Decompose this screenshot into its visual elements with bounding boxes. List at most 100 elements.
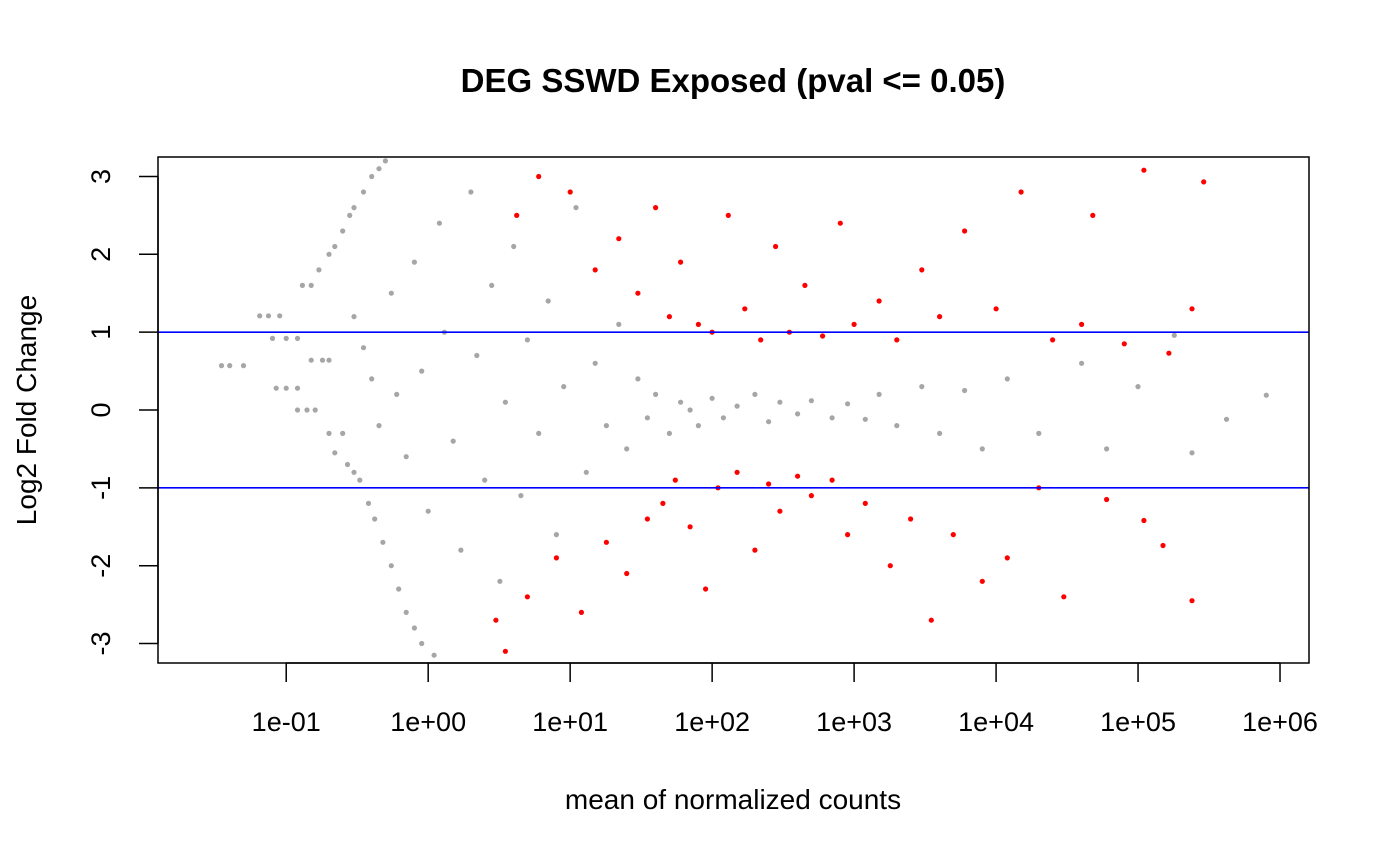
significant-point [1166,350,1172,356]
significant-point [766,481,772,487]
nonsignificant-point [283,335,289,341]
nonsignificant-point [876,391,882,397]
x-tick-label: 1e+01 [532,707,608,737]
nonsignificant-point [553,532,560,538]
nonsignificant-point [227,363,233,369]
y-tick-label: -3 [86,632,116,656]
significant-point [660,500,666,506]
significant-point [851,321,857,327]
nonsignificant-point [603,423,610,429]
nonsignificant-point [357,477,363,483]
nonsignificant-point [304,407,310,413]
nonsignificant-point [489,282,495,288]
x-tick-label: 1e+03 [816,707,892,737]
significant-point [666,314,673,320]
significant-point [624,570,630,577]
chart-title: DEG SSWD Exposed (pval <= 0.05) [461,62,1006,99]
significant-point [1090,212,1096,218]
nonsignificant-point [308,282,314,288]
nonsignificant-point [1104,446,1110,452]
significant-point [514,212,520,218]
significant-point [962,228,968,234]
nonsignificant-point [518,493,524,499]
significant-point [653,205,659,211]
significant-point [876,298,882,304]
nonsignificant-point [720,415,727,421]
nonsignificant-point [450,438,456,444]
nonsignificant-point [240,363,247,369]
significant-point [1061,594,1067,600]
nonsignificant-point [502,399,508,405]
significant-point [919,267,925,273]
significant-point [752,547,758,553]
significant-point [725,212,731,218]
nonsignificant-point [340,430,346,436]
x-tick-label: 1e+04 [958,707,1034,737]
nonsignificant-point [294,335,301,341]
significant-point [1160,542,1166,549]
nonsignificant-point [326,251,332,257]
nonsignificant-point [269,335,276,341]
nonsignificant-point [766,419,772,425]
significant-point [894,337,900,343]
nonsignificant-point [308,357,314,363]
x-tick-label: 1e+06 [1242,707,1318,737]
significant-point [1079,321,1085,327]
nonsignificant-point [653,391,659,397]
nonsignificant-point [937,430,943,436]
nonsignificant-point [829,415,835,421]
significant-point [493,617,499,623]
significant-point [678,259,684,265]
nonsignificant-point [709,395,715,401]
nonsignificant-point [340,228,346,234]
nonsignificant-point [777,399,783,405]
nonsignificant-point [458,547,464,553]
nonsignificant-point [1135,384,1141,390]
nonsignificant-point [294,407,301,413]
significant-point [734,469,740,475]
significant-point [644,516,651,522]
significant-point [950,532,956,538]
significant-point [829,477,835,483]
significant-point [1141,517,1147,524]
significant-point [567,189,573,195]
nonsignificant-point [1079,360,1085,366]
nonsignificant-point [962,387,968,394]
nonsignificant-point [1263,392,1269,398]
threshold-lines [158,331,1309,489]
nonsignificant-point [431,652,437,658]
significant-point [993,306,999,312]
nonsignificant-point [347,212,353,218]
nonsignificant-point [394,391,400,397]
nonsignificant-point [616,321,622,327]
nonsignificant-point [326,430,332,436]
significant-point [1018,189,1024,195]
nonsignificant-point [388,563,394,569]
nonsignificant-point [382,158,388,164]
y-tick-label: -1 [86,476,116,500]
significant-point [979,578,985,584]
nonsignificant-point [218,363,225,369]
nonsignificant-point [862,416,868,422]
nonsignificant-point [365,500,372,506]
y-axis-label: Log2 Fold Change [11,295,42,525]
significant-point [592,267,598,273]
y-tick-label: 1 [86,325,116,340]
x-tick-label: 1e+02 [674,707,750,737]
significant-point [820,333,826,339]
significant-point [616,236,622,242]
significant-point [837,220,843,226]
nonsignificant-point [635,376,641,382]
significant-point [553,555,560,561]
nonsignificant-point [419,640,425,647]
nonsignificant-point [536,430,542,436]
nonsignificant-point [894,423,900,429]
nonsignificant-point [294,385,301,391]
significant-point [845,532,851,538]
nonsignificant-point [273,385,279,391]
significant-point [1050,337,1056,343]
nonsignificant-point [436,220,442,226]
nonsignificant-point [419,368,425,374]
nonsignificant-point [583,469,589,475]
